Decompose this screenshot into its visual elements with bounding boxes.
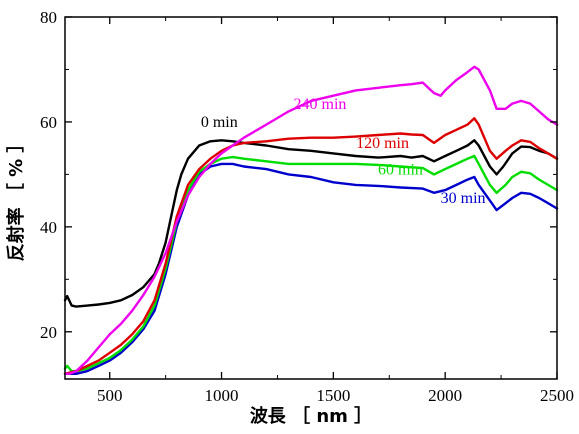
y-tick-label: 40 xyxy=(40,218,57,237)
plot-frame xyxy=(64,16,558,380)
x-tick-label: 500 xyxy=(97,386,123,405)
x-tick-label: 2500 xyxy=(540,386,574,405)
series-line-120-min xyxy=(63,117,559,375)
series-label-0-min: 0 min xyxy=(201,114,238,131)
y-tick-label: 20 xyxy=(40,323,57,342)
series-label-30-min: 30 min xyxy=(441,190,486,207)
x-tick-label: 1000 xyxy=(205,386,239,405)
x-tick-label: 1500 xyxy=(316,386,350,405)
series-label-60-min: 60 min xyxy=(378,161,423,178)
series-line-60-min xyxy=(63,154,559,373)
ticks-layer: 500 1000 1500 2000 2500 20 40 60 80 xyxy=(40,8,574,405)
series-labels: 0 min 240 min 120 min 60 min 30 min xyxy=(201,96,486,207)
series-line-240-min xyxy=(63,65,559,375)
y-tick-label: 80 xyxy=(40,8,57,27)
y-tick-label: 60 xyxy=(40,113,57,132)
series-layer xyxy=(63,65,559,375)
x-axis-title: 波長 ［ nm ］ xyxy=(250,405,372,427)
x-tick-label: 2000 xyxy=(428,386,462,405)
series-label-120-min: 120 min xyxy=(356,135,409,152)
series-label-240-min: 240 min xyxy=(294,96,347,113)
series-line-30-min xyxy=(63,162,559,375)
series-line-0-min xyxy=(63,139,559,308)
y-axis-title: 反射率 ［ % ］ xyxy=(5,135,27,262)
